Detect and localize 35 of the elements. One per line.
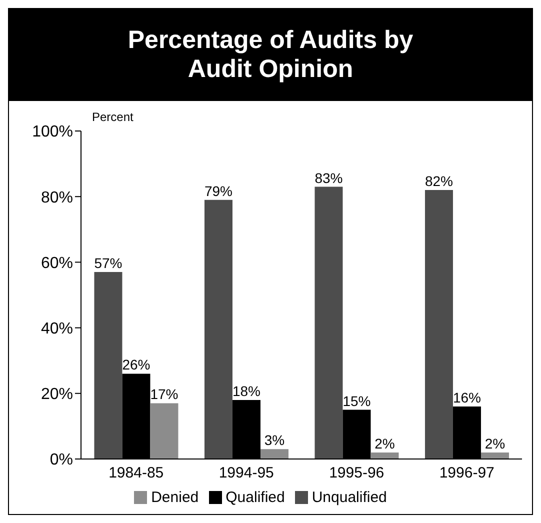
y-tick-label: 80%	[40, 189, 73, 206]
data-label: 57%	[94, 255, 122, 272]
bar	[94, 272, 122, 459]
x-tick-label: 1995-96	[329, 464, 384, 482]
bar	[424, 190, 453, 459]
x-tick-label: 1984-85	[108, 464, 164, 482]
bar	[204, 200, 232, 459]
data-label: 17%	[150, 386, 178, 402]
data-label: 2%	[484, 435, 506, 452]
data-label: 16%	[452, 390, 481, 406]
y-tick-label: 0%	[50, 452, 73, 469]
bar	[150, 403, 178, 459]
legend-label: Qualified	[226, 489, 285, 506]
y-tick-label: 20%	[40, 386, 73, 404]
data-label: 3%	[264, 432, 285, 448]
data-label: 15%	[342, 392, 371, 409]
legend-label: Unqualified	[312, 489, 387, 506]
data-label: 83%	[314, 170, 343, 186]
legend-label: Denied	[151, 489, 199, 506]
x-tick-label: 1994-95	[218, 464, 274, 482]
bar	[314, 186, 343, 459]
data-label: 79%	[204, 182, 232, 199]
x-tick-label: 1996-97	[439, 464, 494, 482]
data-label: 18%	[232, 382, 260, 399]
bar	[480, 452, 509, 459]
y-tick-label: 60%	[40, 254, 73, 272]
bar	[260, 449, 288, 459]
y-tick-label: 40%	[40, 320, 73, 338]
chart-title: Percentage of Audits by Audit Opinion	[126, 26, 414, 84]
data-label: 82%	[424, 173, 453, 190]
data-label: 2%	[374, 435, 395, 452]
y-tick-label: 100%	[32, 124, 73, 141]
data-label: 26%	[122, 356, 150, 373]
bar	[370, 452, 399, 459]
y-axis-title: Percent	[92, 110, 134, 124]
